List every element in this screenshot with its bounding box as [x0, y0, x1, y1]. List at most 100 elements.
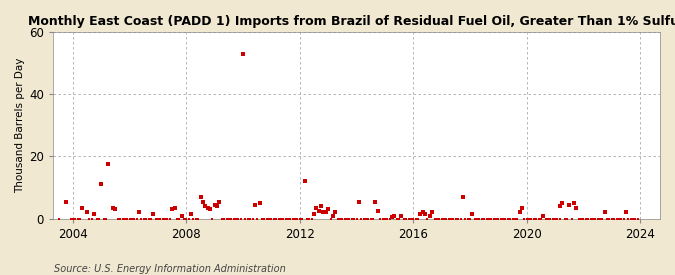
- Point: [228, 216, 239, 221]
- Point: [356, 216, 367, 221]
- Point: [247, 216, 258, 221]
- Point: [370, 199, 381, 204]
- Point: [384, 216, 395, 221]
- Point: [285, 216, 296, 221]
- Point: [488, 216, 499, 221]
- Point: [583, 216, 593, 221]
- Point: [236, 216, 246, 221]
- Point: [365, 216, 376, 221]
- Point: [181, 216, 192, 221]
- Point: [94, 216, 105, 221]
- Point: [292, 216, 303, 221]
- Point: [434, 216, 445, 221]
- Point: [412, 216, 423, 221]
- Point: [460, 216, 470, 221]
- Point: [174, 216, 185, 221]
- Point: [493, 216, 504, 221]
- Point: [202, 206, 213, 210]
- Point: [70, 216, 81, 221]
- Point: [325, 216, 336, 221]
- Point: [283, 216, 294, 221]
- Point: [157, 216, 168, 221]
- Point: [512, 216, 522, 221]
- Point: [299, 179, 310, 184]
- Point: [360, 216, 371, 221]
- Point: [155, 216, 166, 221]
- Point: [302, 216, 313, 221]
- Point: [143, 216, 154, 221]
- Point: [89, 212, 100, 216]
- Point: [632, 216, 643, 221]
- Point: [153, 216, 163, 221]
- Point: [162, 216, 173, 221]
- Point: [425, 213, 435, 218]
- Point: [483, 216, 494, 221]
- Point: [614, 216, 624, 221]
- Point: [394, 216, 404, 221]
- Point: [547, 216, 558, 221]
- Point: [543, 216, 554, 221]
- Point: [108, 206, 119, 210]
- Point: [86, 216, 97, 221]
- Point: [441, 216, 452, 221]
- Point: [311, 206, 322, 210]
- Point: [117, 216, 128, 221]
- Y-axis label: Thousand Barrels per Day: Thousand Barrels per Day: [15, 58, 25, 193]
- Point: [507, 216, 518, 221]
- Point: [327, 213, 338, 218]
- Point: [597, 216, 608, 221]
- Point: [223, 216, 234, 221]
- Point: [448, 216, 459, 221]
- Point: [422, 216, 433, 221]
- Point: [533, 216, 544, 221]
- Point: [176, 213, 187, 218]
- Point: [252, 216, 263, 221]
- Point: [165, 216, 176, 221]
- Point: [84, 216, 95, 221]
- Point: [217, 216, 227, 221]
- Point: [134, 210, 144, 215]
- Point: [65, 216, 76, 221]
- Point: [481, 216, 492, 221]
- Point: [129, 216, 140, 221]
- Point: [427, 210, 437, 215]
- Point: [273, 216, 284, 221]
- Point: [269, 216, 279, 221]
- Point: [290, 216, 300, 221]
- Point: [351, 216, 362, 221]
- Point: [601, 216, 612, 221]
- Point: [47, 216, 57, 221]
- Point: [516, 206, 527, 210]
- Point: [540, 216, 551, 221]
- Point: [184, 216, 194, 221]
- Point: [398, 216, 409, 221]
- Point: [620, 210, 631, 215]
- Point: [186, 212, 196, 216]
- Point: [266, 216, 277, 221]
- Point: [576, 216, 587, 221]
- Point: [207, 216, 218, 221]
- Point: [535, 216, 546, 221]
- Point: [231, 216, 242, 221]
- Point: [529, 216, 539, 221]
- Point: [288, 216, 298, 221]
- Point: [337, 216, 348, 221]
- Point: [417, 210, 428, 215]
- Point: [618, 216, 629, 221]
- Point: [557, 201, 568, 205]
- Point: [500, 216, 511, 221]
- Point: [103, 162, 114, 166]
- Point: [304, 216, 315, 221]
- Point: [403, 216, 414, 221]
- Point: [630, 216, 641, 221]
- Point: [193, 216, 204, 221]
- Point: [113, 216, 124, 221]
- Point: [245, 216, 256, 221]
- Point: [505, 216, 516, 221]
- Point: [474, 216, 485, 221]
- Point: [171, 216, 182, 221]
- Point: [538, 213, 549, 218]
- Point: [115, 216, 126, 221]
- Title: Monthly East Coast (PADD 1) Imports from Brazil of Residual Fuel Oil, Greater Th: Monthly East Coast (PADD 1) Imports from…: [28, 15, 675, 28]
- Point: [127, 216, 138, 221]
